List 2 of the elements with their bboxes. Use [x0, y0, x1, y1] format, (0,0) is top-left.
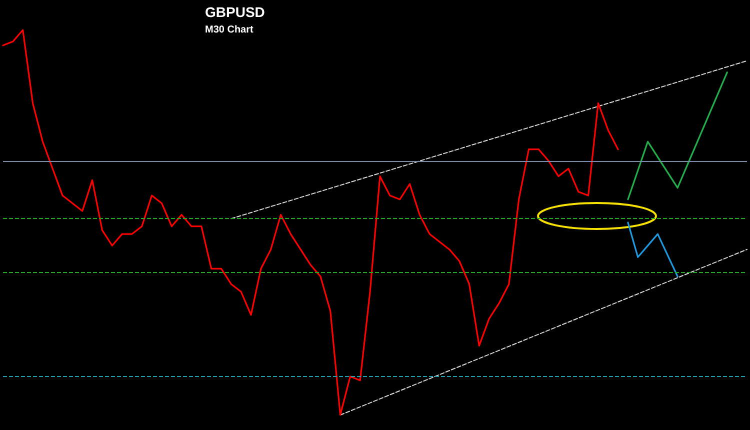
chart-subtitle: M30 Chart	[205, 24, 254, 36]
chart-title: GBPUSD	[205, 4, 265, 20]
